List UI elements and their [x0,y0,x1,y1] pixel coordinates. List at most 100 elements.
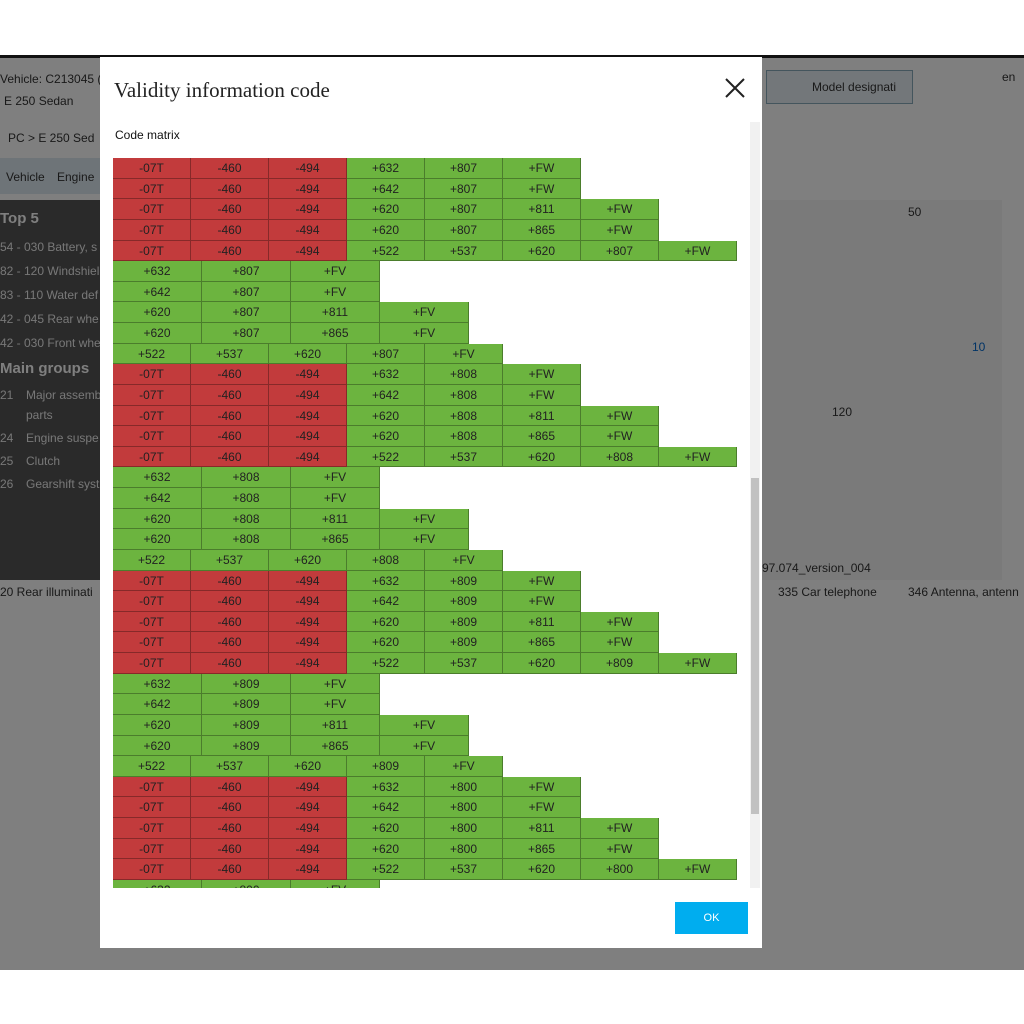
code-cell: -07T [113,178,191,200]
code-cell: +807 [425,158,503,179]
code-cell: +809 [202,673,291,695]
code-cell: +800 [202,879,291,888]
code-cell: -494 [269,384,347,406]
code-cell: +865 [503,219,581,241]
code-cell: -07T [113,653,191,674]
code-cell: -494 [269,818,347,839]
code-cell: -494 [269,859,347,880]
code-cell: +807 [202,323,291,344]
code-cell: +620 [113,323,202,344]
code-cell: +FV [380,714,469,736]
code-cell: +522 [347,446,425,468]
code-cell: -460 [191,364,269,385]
code-cell: -07T [113,158,191,179]
code-cell: +FW [503,158,581,179]
code-cell: +FW [659,653,737,674]
code-cell: -07T [113,859,191,880]
code-cell: +FV [291,694,380,715]
code-cell: +522 [113,756,191,777]
code-cell: -460 [191,591,269,612]
code-cell: -460 [191,178,269,200]
code-cell: -460 [191,570,269,592]
code-cell: +809 [202,694,291,715]
code-cell: -494 [269,240,347,262]
matrix-row: -07T -460 -494 +620 +807 +811 +FW [113,199,750,220]
code-cell: +809 [425,591,503,612]
scrollbar-thumb[interactable] [751,478,759,814]
code-cell: +808 [425,405,503,427]
code-cell: +620 [269,343,347,365]
code-cell: +620 [347,632,425,653]
code-cell: -07T [113,384,191,406]
code-cell: +620 [113,714,202,736]
code-cell: +620 [347,199,425,220]
code-cell: +FW [659,240,737,262]
code-cell: +642 [347,797,425,818]
dialog: Validity information code Code matrix -0… [100,57,762,948]
code-cell: +632 [113,673,202,695]
code-cell: +632 [347,364,425,385]
code-cell: +811 [291,714,380,736]
ok-button[interactable]: OK [675,902,748,934]
code-cell: +809 [425,611,503,633]
code-cell: +FV [291,467,380,488]
code-cell: -460 [191,384,269,406]
code-cell: +620 [113,508,202,530]
code-cell: +FW [503,384,581,406]
code-cell: +632 [113,467,202,488]
code-cell: +632 [347,158,425,179]
code-cell: +FW [503,178,581,200]
code-cell: -460 [191,199,269,220]
code-cell: +FW [581,219,659,241]
matrix-row: -07T -460 -494 +620 +807 +865 +FW [113,219,750,241]
matrix-row: -07T -460 -494 +642 +807 +FW [113,178,750,200]
code-cell: -494 [269,178,347,200]
code-cell: -460 [191,797,269,818]
matrix-row: +632 +807 +FV [113,261,750,282]
code-cell: +FV [425,549,503,571]
code-cell: +632 [347,570,425,592]
code-cell: +811 [503,611,581,633]
code-cell: -460 [191,240,269,262]
matrix-row: +620 +807 +865 +FV [113,323,750,344]
matrix-row: +632+800+FV [113,879,750,888]
code-cell: +800 [425,818,503,839]
code-cell: +808 [347,549,425,571]
code-cell: +809 [202,735,291,757]
matrix-row: -07T -460 -494 +522 +537 +620 +800 +FW [113,859,750,880]
code-cell: +620 [347,219,425,241]
code-cell: +620 [503,859,581,880]
matrix-row: -07T -460 -494 +642 +800 +FW [113,797,750,818]
matrix-row: +522 +537 +620 +807 +FV [113,343,750,365]
code-cell: +620 [503,240,581,262]
code-cell: +865 [503,838,581,860]
code-cell: +811 [503,405,581,427]
code-cell: +808 [425,384,503,406]
code-cell: +642 [113,281,202,303]
matrix-row: -07T -460 -494 +620 +800 +865 +FW [113,838,750,860]
code-cell: +632 [347,776,425,798]
code-cell: +642 [347,384,425,406]
code-cell: +807 [202,261,291,282]
code-cell: -494 [269,653,347,674]
close-button[interactable] [724,77,746,99]
code-cell: -460 [191,446,269,468]
code-cell: +811 [291,508,380,530]
matrix-row: -07T -460 -494 +632 +808 +FW [113,364,750,385]
code-cell: -494 [269,199,347,220]
code-cell: +808 [425,364,503,385]
code-cell: -07T [113,405,191,427]
code-cell: -494 [269,776,347,798]
code-cell: -460 [191,818,269,839]
code-cell: +800 [425,797,503,818]
code-cell: -07T [113,632,191,653]
matrix-row: -07T -460 -494 +632 +800 +FW [113,776,750,798]
code-cell: +FV [380,302,469,323]
code-cell: +FV [425,343,503,365]
code-cell: +808 [202,488,291,509]
code-cell: +FW [503,364,581,385]
code-cell: +FW [581,405,659,427]
code-cell: +620 [347,838,425,860]
matrix-row: -07T -460 -494 +642 +809 +FW [113,591,750,612]
